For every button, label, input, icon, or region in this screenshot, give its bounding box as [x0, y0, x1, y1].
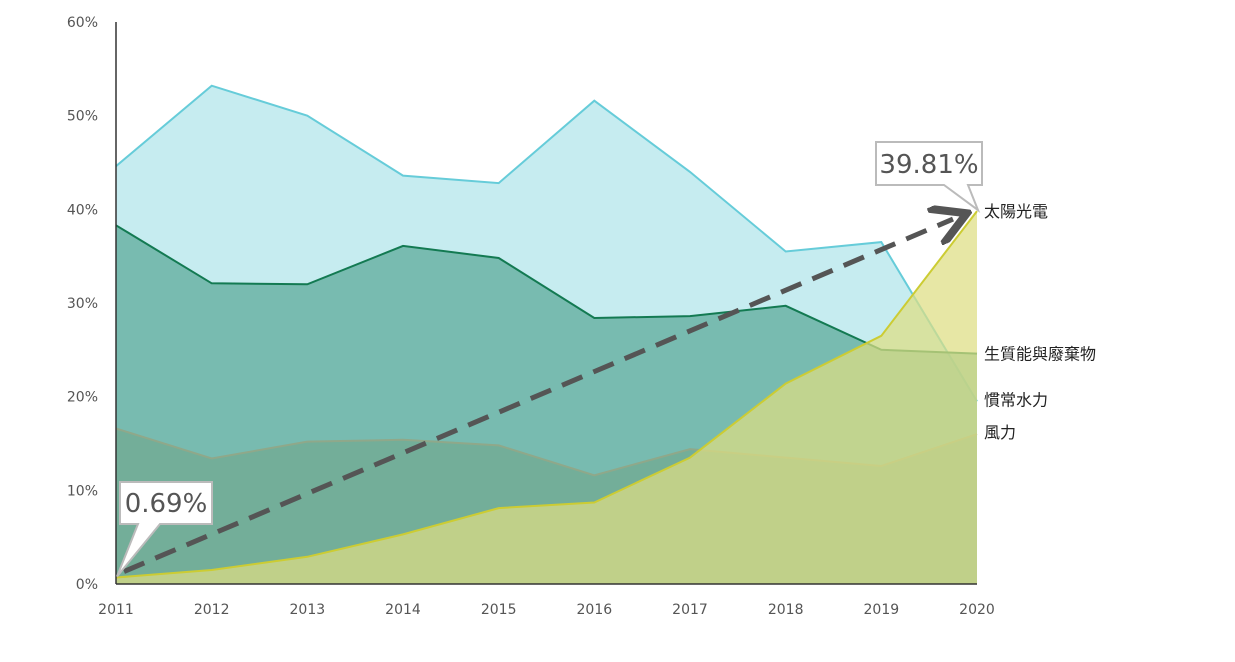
- x-tick-label: 2019: [864, 602, 900, 618]
- series-line-4: [115, 210, 978, 579]
- y-tick-label: 10%: [67, 483, 98, 499]
- series-line-1: [115, 84, 978, 402]
- x-tick-label: 2011: [98, 602, 134, 618]
- y-tick-label: 0%: [76, 577, 98, 593]
- series-name-label: 風力: [984, 423, 1016, 442]
- series-line-2: [115, 224, 978, 355]
- x-tick-label: 2012: [194, 602, 230, 618]
- end-callout-box: [875, 141, 983, 214]
- x-tick-label: 2014: [385, 602, 421, 618]
- end-callout-label: 39.81%: [879, 150, 978, 180]
- x-tick-label: 2016: [577, 602, 613, 618]
- series-name-label: 太陽光電: [984, 202, 1048, 221]
- axes-layer: 0% 10% 20% 30% 40% 50% 60% 2011 2012 2013 2014 2015…: [67, 15, 995, 618]
- x-tick-label: 2020: [959, 602, 995, 618]
- area-4: [116, 211, 977, 584]
- start-callout-box: [116, 481, 213, 578]
- x-tick-label: 2018: [768, 602, 804, 618]
- start-callout-label: 0.69%: [125, 489, 208, 519]
- series-name-label: 生質能與廢棄物: [984, 345, 1096, 364]
- trend-arrow: [123, 219, 953, 574]
- y-tick-label: 40%: [67, 202, 98, 218]
- x-tick-label: 2013: [290, 602, 326, 618]
- y-tick-label: 20%: [67, 390, 98, 406]
- y-tick-label: 30%: [67, 296, 98, 312]
- x-tick-label: 2017: [672, 602, 708, 618]
- areas-layer: [115, 84, 978, 585]
- y-tick-label: 60%: [67, 15, 98, 31]
- annotation-layer: 0.69% 39.81%: [116, 141, 983, 578]
- series-name-label: 慣常水力: [984, 390, 1048, 409]
- x-tick-label: 2015: [481, 602, 517, 618]
- y-tick-label: 50%: [67, 109, 98, 125]
